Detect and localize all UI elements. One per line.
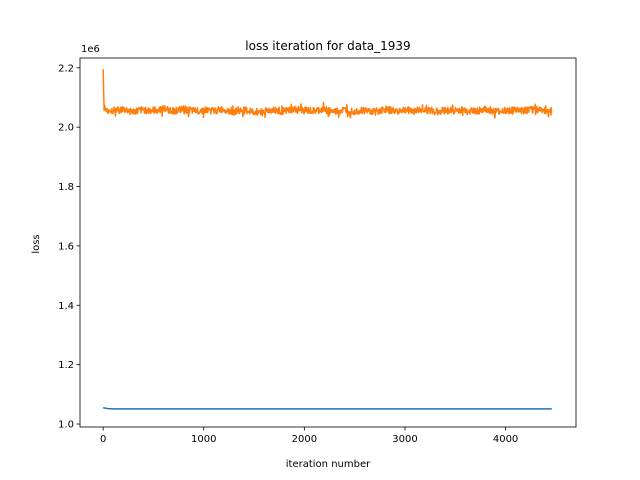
chart-title: loss iteration for data_1939 xyxy=(245,39,410,53)
x-tick-label: 0 xyxy=(100,434,106,445)
y-tick-label: 1.4 xyxy=(58,301,74,312)
series-1 xyxy=(102,69,553,119)
y-tick-label: 1.6 xyxy=(58,241,74,252)
plot-area xyxy=(102,69,553,410)
y-axis-label: loss xyxy=(31,234,42,253)
series-0-line xyxy=(103,406,552,410)
axes: 0 1000 2000 3000 4000 1.0 1.2 1.4 1.6 1.8 2.0 2.2 xyxy=(58,57,577,445)
x-tick-label: 2000 xyxy=(292,434,317,445)
y-scale-factor: 1e6 xyxy=(81,44,100,55)
x-tick-label: 1000 xyxy=(191,434,216,445)
axes-frame xyxy=(79,57,577,428)
y-tick-label: 1.2 xyxy=(58,360,74,371)
y-tick-label: 2.0 xyxy=(58,123,74,134)
x-tick-label: 4000 xyxy=(493,434,518,445)
series-0 xyxy=(103,406,552,410)
series-1-line xyxy=(102,69,553,119)
y-tick-label: 1.0 xyxy=(58,420,74,431)
y-tick-label: 2.2 xyxy=(58,63,74,74)
y-tick-label: 1.8 xyxy=(58,182,74,193)
x-tick-label: 3000 xyxy=(392,434,417,445)
x-axis-label: iteration number xyxy=(286,459,371,470)
